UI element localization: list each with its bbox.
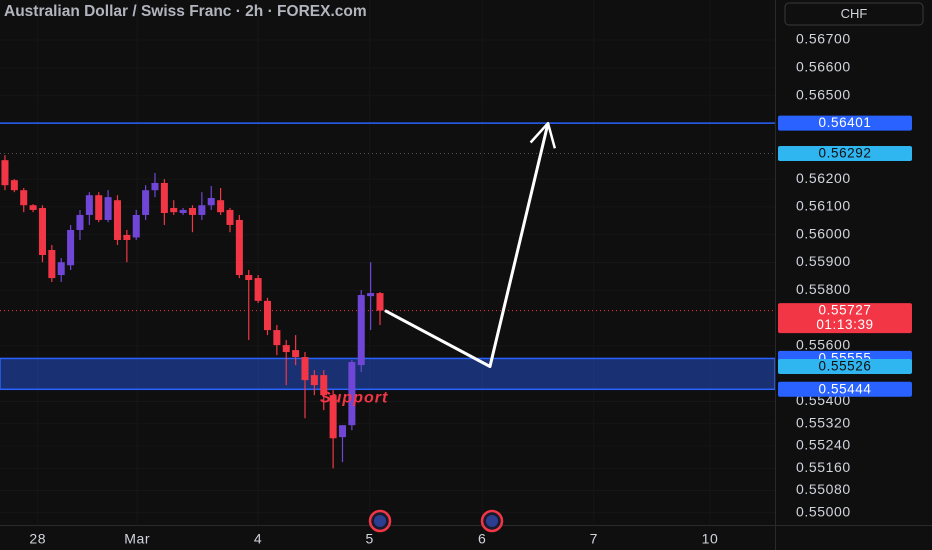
currency: CHF (841, 6, 868, 21)
y-tick-label: 0.55320 (796, 414, 851, 430)
candle-body (217, 200, 225, 213)
candle-body (113, 200, 121, 240)
candle-body (226, 209, 234, 225)
level-price-label-box (778, 115, 912, 131)
event-icon[interactable] (480, 509, 504, 533)
y-tick-label: 0.55080 (796, 481, 851, 497)
event-flag (374, 515, 386, 527)
x-tick-label: 6 (478, 531, 486, 547)
candle-body (20, 190, 28, 206)
candle-body (179, 209, 187, 214)
candle-body (263, 300, 272, 331)
chart-title: Australian Dollar / Swiss Franc · 2h · F… (4, 3, 367, 20)
candle-body (160, 182, 168, 214)
y-tick-label: 0.55800 (796, 281, 851, 297)
last-price-label-countdown: 01:13:39 (816, 317, 873, 332)
axis: 0.56700 0.56600 0.56500 0.56200 0.56100 0.560… (29, 31, 912, 547)
candle-body (198, 205, 206, 215)
candle-body (188, 207, 197, 215)
zone-bottom-label-box (778, 381, 912, 397)
candle-body (104, 197, 112, 220)
candle-body (67, 229, 75, 266)
level-price-label-box (778, 145, 912, 161)
arrow-price-label: 0.55526 (819, 359, 872, 374)
x-tick-label: 4 (254, 531, 262, 547)
candle-body (142, 190, 150, 215)
y-tick-label: 0.56200 (796, 170, 851, 186)
candle-body (85, 195, 93, 215)
candle-body (320, 375, 328, 396)
y-tick-label: 0.55160 (796, 459, 851, 475)
level-price-label: 0.56401 (819, 115, 872, 130)
candle-body (376, 293, 384, 311)
zone-bottom-label: 0.55444 (819, 381, 872, 396)
x-tick-label: Mar (124, 531, 150, 547)
candle-body (273, 330, 281, 346)
currency-box[interactable] (784, 2, 924, 26)
candle-body (357, 295, 365, 366)
last-price-label: 0.55727 (819, 303, 872, 318)
candle-body (301, 357, 309, 381)
grid (0, 0, 775, 525)
candle-body (76, 214, 84, 230)
y-tick-label: 0.56100 (796, 198, 851, 214)
candle-body (292, 350, 300, 358)
candle-body (254, 278, 262, 301)
candle-body (10, 180, 18, 191)
candle-body (38, 207, 46, 255)
candle-body (1, 160, 9, 186)
candle-body (245, 275, 253, 281)
y-tick-label: 0.55600 (796, 337, 851, 353)
candle-body (310, 375, 318, 386)
arrow-price-label-box (778, 358, 912, 374)
plot: Support (0, 121, 776, 469)
y-tick-label: 0.55900 (796, 253, 851, 269)
candle-body (170, 207, 178, 213)
y-tick-label: 0.56600 (796, 59, 851, 75)
candle-body (367, 293, 375, 297)
candle-body (329, 395, 337, 439)
candle-body (57, 262, 65, 276)
y-tick-label: 0.56000 (796, 225, 851, 241)
x-tick-label: 28 (29, 531, 46, 547)
event-icon[interactable] (368, 509, 392, 533)
y-tick-label: 0.55240 (796, 437, 851, 453)
y-tick-label: 0.56700 (796, 31, 851, 47)
candle-body (348, 362, 356, 426)
x-tick-label: 5 (365, 531, 373, 547)
arrow-head (529, 121, 557, 149)
candle-body (48, 249, 56, 279)
support-zone (0, 357, 776, 391)
last-price-label-box (778, 303, 912, 334)
y-tick-label: 0.55000 (796, 503, 851, 519)
level-price-label: 0.56292 (819, 146, 872, 161)
candle-body (123, 234, 131, 240)
candle-body (151, 182, 159, 191)
candle-body (132, 214, 140, 238)
support-text: Support (320, 390, 388, 407)
candle-body (338, 425, 347, 438)
candle-body (29, 205, 37, 210)
candle-body (282, 345, 290, 353)
candle-body (95, 195, 103, 220)
event-flag (486, 515, 498, 527)
y-tick-label: 0.56500 (796, 86, 851, 102)
projection-arrow (384, 122, 550, 368)
candle-body (207, 197, 215, 206)
candle-body (235, 219, 243, 276)
x-tick-label: 10 (702, 531, 719, 547)
x-tick-label: 7 (590, 531, 598, 547)
